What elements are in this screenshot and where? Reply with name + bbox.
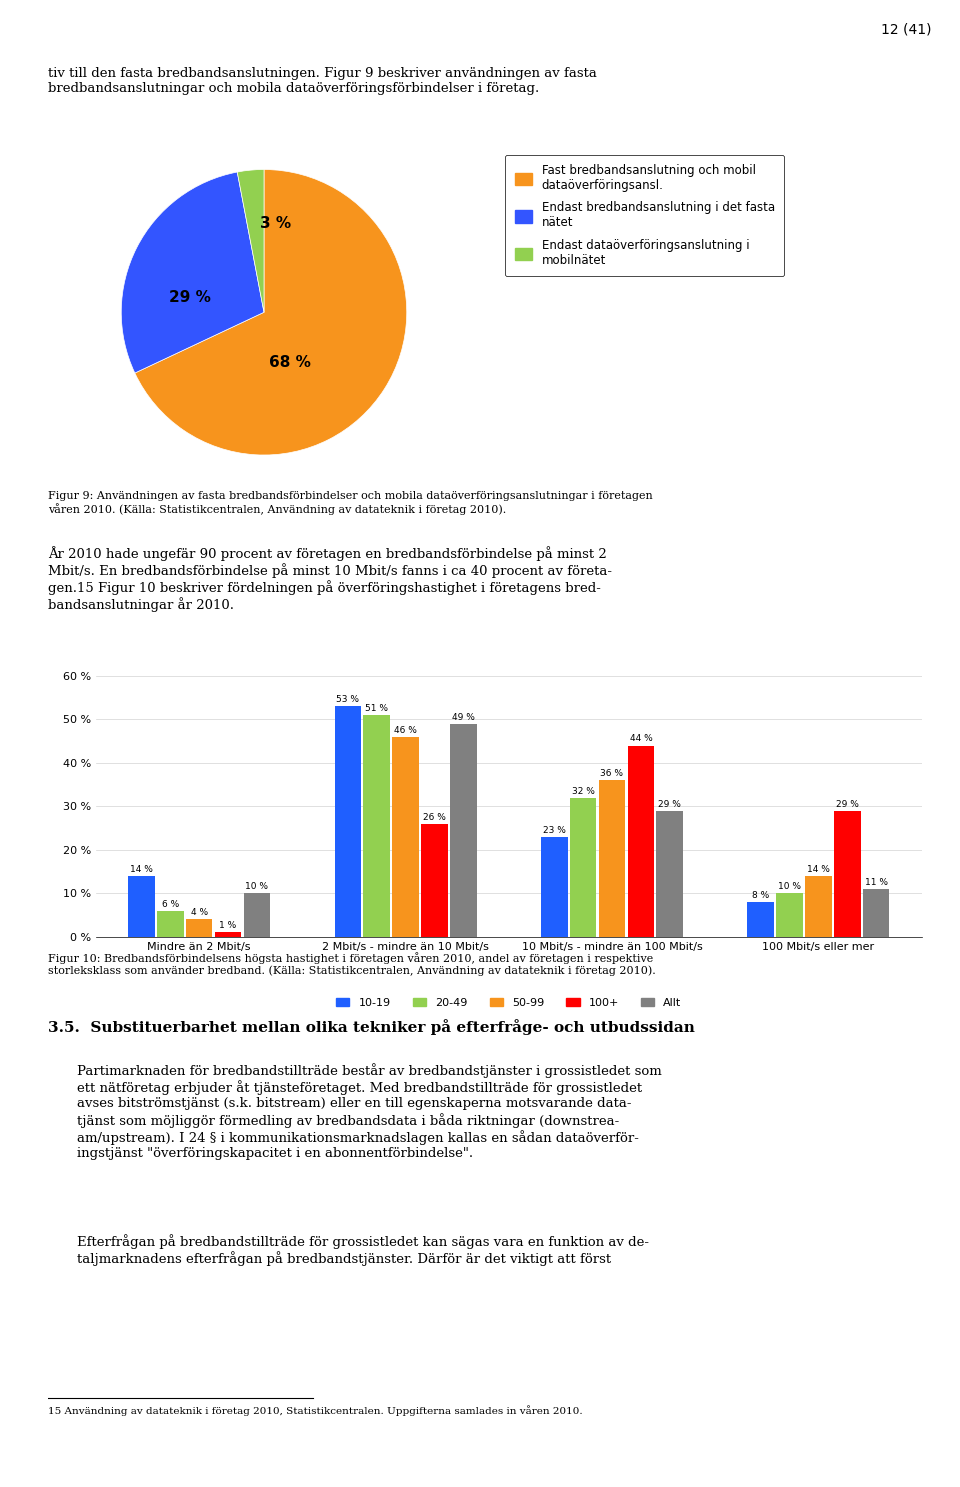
Text: 51 %: 51 % [365, 703, 388, 712]
Bar [540, 837, 567, 937]
Text: 14 %: 14 % [130, 865, 153, 874]
Text: Partimarknaden för bredbandstillträde består av bredbandstjänster i grossistlede: Partimarknaden för bredbandstillträde be… [77, 1063, 661, 1160]
Wedge shape [121, 172, 264, 373]
Wedge shape [134, 170, 407, 455]
Text: 44 %: 44 % [630, 735, 652, 744]
Text: 29 %: 29 % [659, 800, 682, 809]
Bar [657, 810, 684, 937]
Bar [186, 919, 212, 937]
Bar [157, 910, 183, 937]
Text: Efterfrågan på bredbandstillträde för grossistledet kan sägas vara en funktion a: Efterfrågan på bredbandstillträde för gr… [77, 1234, 649, 1267]
Bar [393, 738, 419, 937]
Text: 26 %: 26 % [423, 812, 446, 822]
Text: 6 %: 6 % [161, 900, 179, 909]
Text: 29 %: 29 % [836, 800, 859, 809]
Text: 49 %: 49 % [452, 712, 475, 721]
Text: 3 %: 3 % [260, 216, 291, 232]
Text: 12 (41): 12 (41) [880, 22, 931, 36]
Text: 14 %: 14 % [807, 865, 829, 874]
Bar [450, 724, 477, 937]
Bar [747, 903, 774, 937]
Bar [834, 810, 860, 937]
Bar [215, 932, 241, 937]
Text: 11 %: 11 % [865, 877, 888, 886]
Text: 15 Användning av datateknik i företag 2010, Statistikcentralen. Uppgifterna saml: 15 Användning av datateknik i företag 20… [48, 1405, 583, 1416]
Bar [364, 715, 390, 937]
Legend: 10-19, 20-49, 50-99, 100+, Allt: 10-19, 20-49, 50-99, 100+, Allt [331, 993, 686, 1013]
Legend: Fast bredbandsanslutning och mobil
dataöverföringsansl., Endast bredbandsanslutn: Fast bredbandsanslutning och mobil dataö… [505, 155, 784, 277]
Bar [128, 876, 155, 937]
Text: 10 %: 10 % [246, 882, 269, 891]
Bar [628, 745, 654, 937]
Text: 53 %: 53 % [336, 696, 359, 705]
Text: 3.5.  Substituerbarhet mellan olika tekniker på efterfråge- och utbudssidan: 3.5. Substituerbarhet mellan olika tekni… [48, 1019, 695, 1035]
Bar [570, 797, 596, 937]
Bar [863, 889, 890, 937]
Text: 68 %: 68 % [269, 355, 311, 370]
Wedge shape [237, 170, 264, 312]
Text: Figur 9: Användningen av fasta bredbandsförbindelser och mobila dataöverföringsa: Figur 9: Användningen av fasta bredbands… [48, 491, 653, 515]
Text: 46 %: 46 % [395, 726, 417, 735]
Bar [421, 824, 447, 937]
Text: 4 %: 4 % [191, 909, 207, 917]
Text: 10 %: 10 % [778, 882, 801, 891]
Bar [777, 894, 803, 937]
Text: 1 %: 1 % [220, 922, 237, 931]
Text: 29 %: 29 % [169, 290, 210, 305]
Text: 32 %: 32 % [571, 787, 594, 796]
Text: tiv till den fasta bredbandsanslutningen. Figur 9 beskriver användningen av fast: tiv till den fasta bredbandsanslutningen… [48, 67, 597, 95]
Text: År 2010 hade ungefär 90 procent av företagen en bredbandsförbindelse på minst 2
: År 2010 hade ungefär 90 procent av föret… [48, 546, 612, 613]
Text: Figur 10: Bredbandsförbindelsens högsta hastighet i företagen våren 2010, andel : Figur 10: Bredbandsförbindelsens högsta … [48, 952, 656, 975]
Text: 8 %: 8 % [752, 891, 769, 900]
Bar [599, 781, 625, 937]
Bar [805, 876, 831, 937]
Text: 23 %: 23 % [542, 825, 565, 834]
Bar [334, 706, 361, 937]
Bar [244, 894, 271, 937]
Text: 36 %: 36 % [601, 769, 623, 778]
